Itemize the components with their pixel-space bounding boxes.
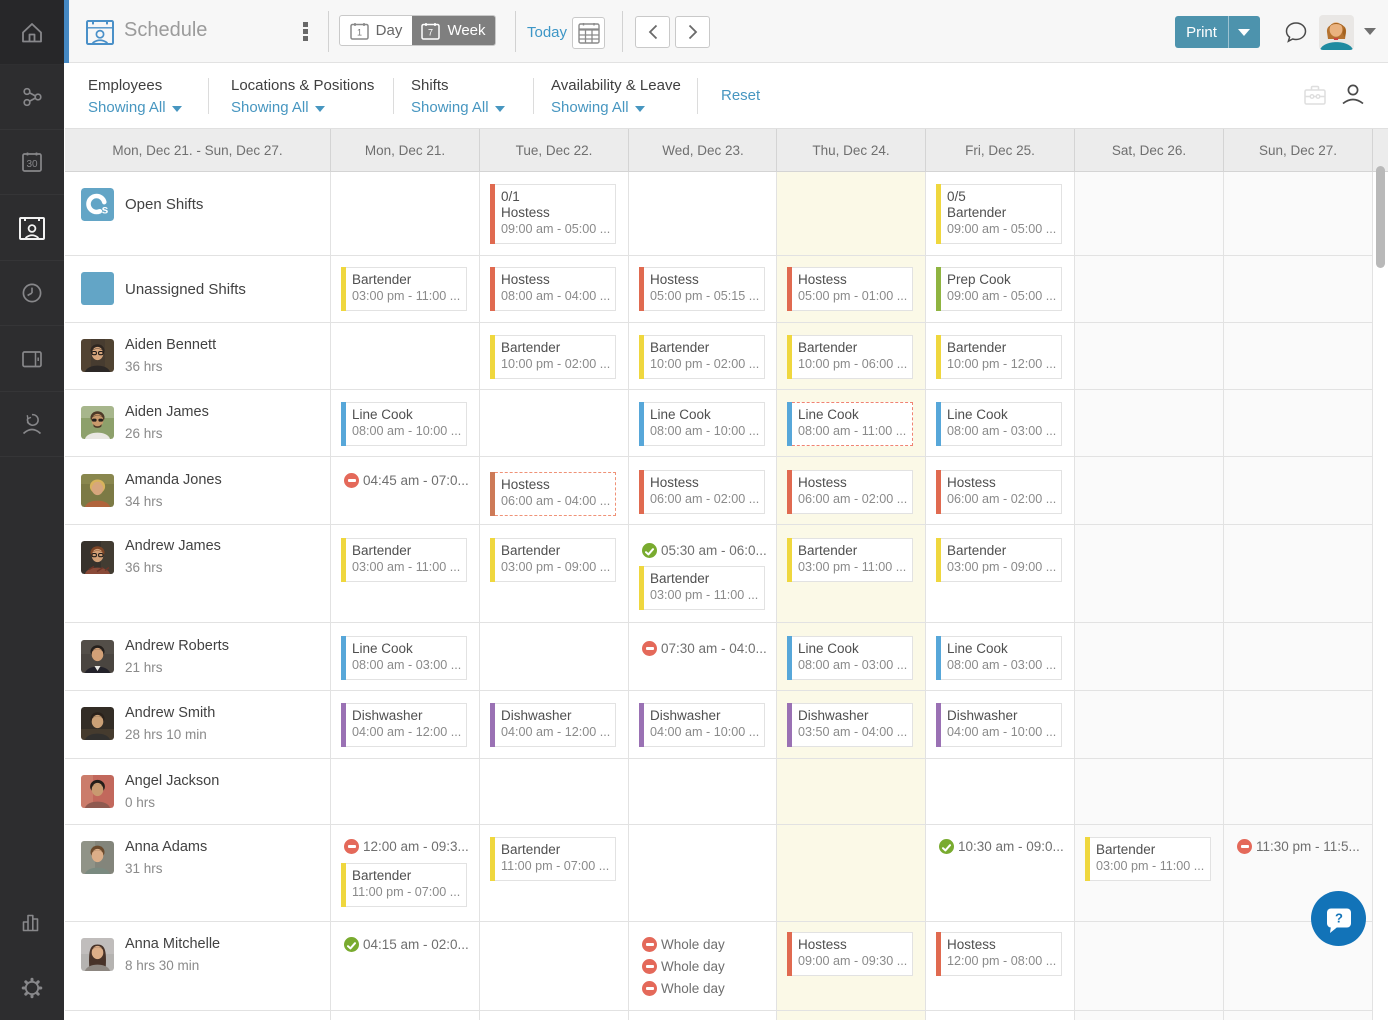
svg-text:1: 1 bbox=[357, 27, 362, 37]
svg-text:s: s bbox=[102, 203, 109, 217]
svg-text:?: ? bbox=[1335, 911, 1343, 926]
svg-text:7: 7 bbox=[428, 27, 433, 37]
svg-text:30: 30 bbox=[26, 159, 38, 170]
